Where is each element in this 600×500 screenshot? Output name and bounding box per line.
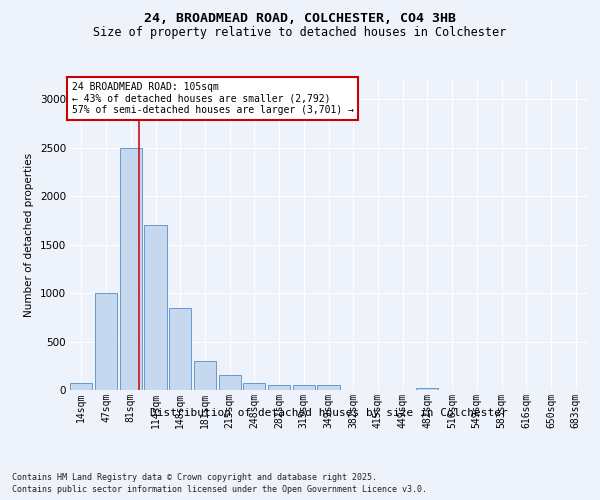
Text: Contains public sector information licensed under the Open Government Licence v3: Contains public sector information licen… <box>12 485 427 494</box>
Y-axis label: Number of detached properties: Number of detached properties <box>25 153 34 317</box>
Bar <box>169 308 191 390</box>
Bar <box>218 374 241 390</box>
Bar <box>416 388 439 390</box>
Text: 24 BROADMEAD ROAD: 105sqm
← 43% of detached houses are smaller (2,792)
57% of se: 24 BROADMEAD ROAD: 105sqm ← 43% of detac… <box>71 82 353 115</box>
Bar <box>145 226 167 390</box>
Text: 24, BROADMEAD ROAD, COLCHESTER, CO4 3HB: 24, BROADMEAD ROAD, COLCHESTER, CO4 3HB <box>144 12 456 26</box>
Text: Distribution of detached houses by size in Colchester: Distribution of detached houses by size … <box>150 408 508 418</box>
Text: Contains HM Land Registry data © Crown copyright and database right 2025.: Contains HM Land Registry data © Crown c… <box>12 472 377 482</box>
Bar <box>70 382 92 390</box>
Bar <box>293 385 315 390</box>
Bar <box>268 384 290 390</box>
Text: Size of property relative to detached houses in Colchester: Size of property relative to detached ho… <box>94 26 506 39</box>
Bar <box>317 386 340 390</box>
Bar <box>194 361 216 390</box>
Bar <box>95 293 117 390</box>
Bar <box>119 148 142 390</box>
Bar <box>243 382 265 390</box>
